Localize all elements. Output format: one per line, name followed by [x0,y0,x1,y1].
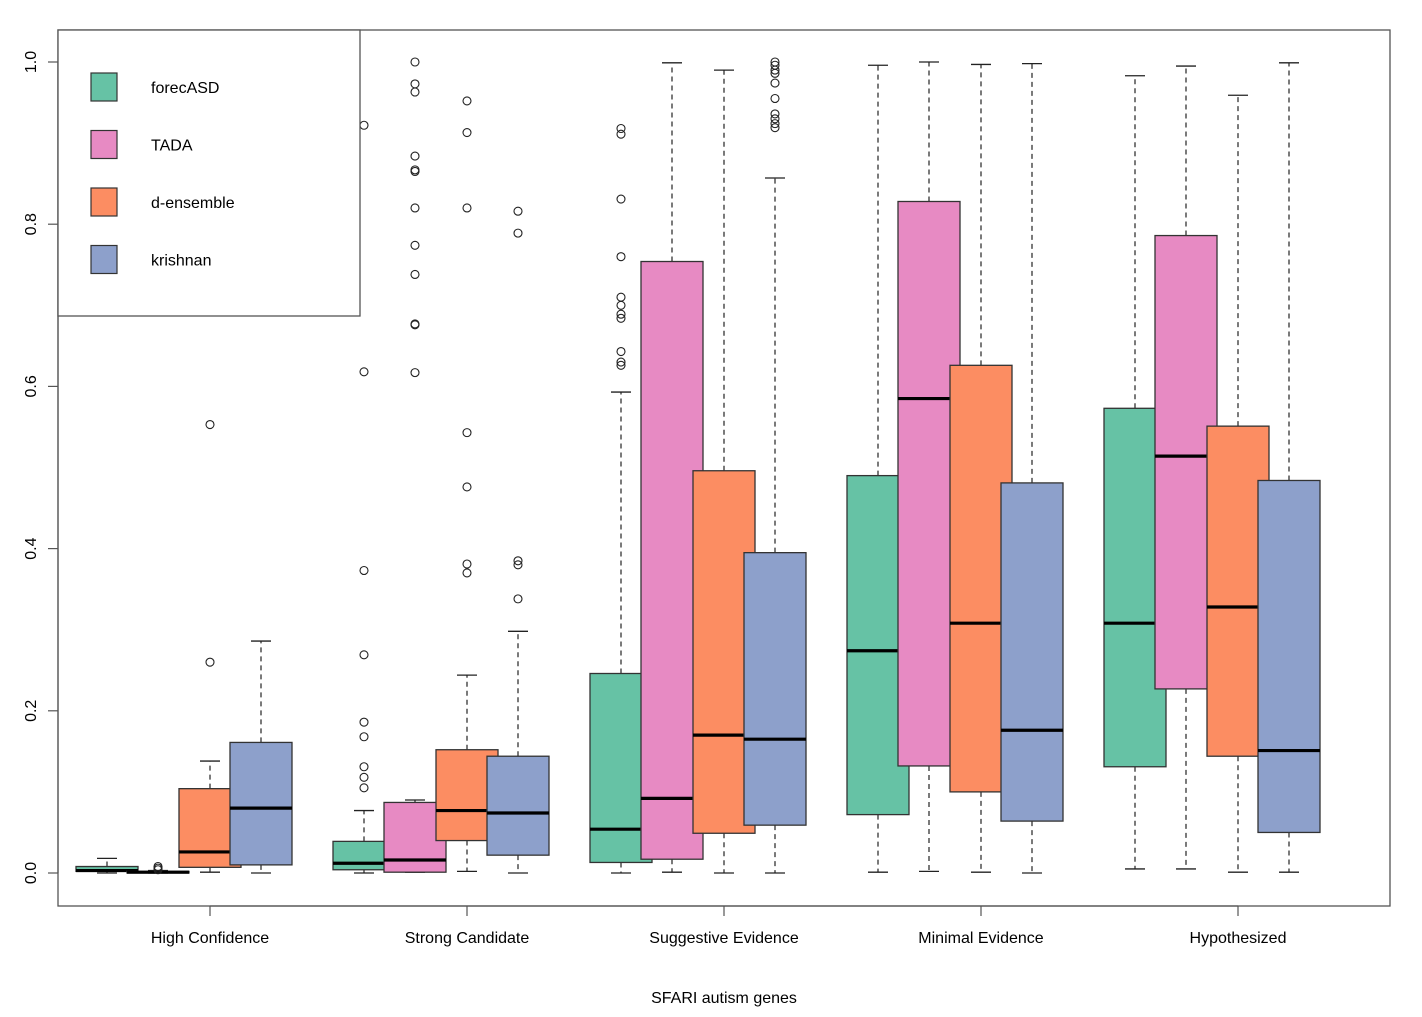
legend-swatch [90,187,118,217]
outlier-point [616,313,626,323]
outlier-point [410,151,420,161]
box-krishnan-strong-candidate [486,206,550,874]
outlier-point [616,309,626,319]
box-krishnan-high-confidence [229,640,293,874]
outlier-point [616,346,626,357]
x-tick-label: Strong Candidate [405,930,530,947]
outlier-point [359,650,369,660]
x-tick-label: Suggestive Evidence [649,930,799,947]
x-axis: High Confidence Strong Candidate Suggestiv… [151,905,1287,947]
outlier-point [410,368,420,378]
legend-swatch [90,244,118,275]
outlier-point [770,78,780,88]
outlier-point [410,240,420,250]
outlier-point [359,717,369,727]
box-d-ensemble-strong-candidate [435,96,499,873]
legend-label: forecASD [151,80,219,97]
outlier-point [205,657,215,667]
outlier-point [359,120,369,130]
outlier-point [410,203,420,213]
outlier-point [513,560,523,570]
outlier-point [462,128,472,138]
outlier-point [462,559,472,569]
outlier-point [359,783,369,793]
box-iqr [1257,479,1321,834]
outlier-point [770,60,780,70]
x-axis-label: SFARI autism genes [651,990,797,1007]
x-tick-label: Hypothesized [1190,930,1287,947]
x-tick-label: Minimal Evidence [918,930,1043,947]
boxes-layer [75,57,1321,875]
box-forecASD-high-confidence [75,857,139,874]
box-krishnan-minimal-evidence [1000,62,1064,874]
box-iqr [743,552,807,826]
box-krishnan-hypothesized [1257,62,1321,873]
y-tick-label: 0.4 [23,537,40,559]
outlier-point [359,732,369,742]
legend-swatch [90,129,118,160]
outlier-point [513,556,523,566]
outlier-point [616,252,626,262]
outlier-point [513,228,523,238]
outlier-point [616,129,626,139]
y-tick-label: 0.2 [23,700,40,722]
outlier-point [205,419,215,430]
outlier-point [410,57,420,67]
y-tick-label: 0.8 [23,213,40,235]
outlier-point [410,87,420,97]
y-tick-label: 1.0 [23,51,40,73]
outlier-point [770,114,780,124]
outlier-point [513,206,523,216]
outlier-point [359,565,369,576]
outlier-point [616,360,626,370]
outlier-point [616,357,626,367]
outlier-point [770,123,780,133]
box-krishnan-suggestive-evidence [743,57,807,874]
outlier-point [770,109,780,119]
outlier-point [359,772,369,782]
outlier-point [616,300,626,310]
box-iqr [229,741,293,866]
box-iqr [1000,482,1064,822]
outlier-point [410,269,420,280]
y-tick-label: 0.0 [23,862,40,884]
outlier-point [770,93,780,104]
outlier-point [462,568,472,578]
legend-swatch [90,72,118,102]
outlier-point [462,96,472,106]
outlier-point [462,428,472,438]
outlier-point [153,861,163,872]
legend-label: d-ensemble [151,195,235,212]
legend: forecASD TADA d-ensemble krishnan [57,29,361,317]
outlier-point [410,319,420,329]
x-tick-label: High Confidence [151,930,269,947]
outlier-point [359,762,369,772]
outlier-point [462,482,472,492]
legend-label: TADA [151,138,193,155]
outlier-point [462,203,472,213]
outlier-point [410,165,420,175]
legend-label: krishnan [151,253,211,270]
box-TADA-high-confidence [126,861,190,875]
outlier-point [359,367,369,377]
y-axis: 0.0 0.2 0.4 0.6 0.8 1.0 [23,51,59,884]
outlier-point [616,123,626,134]
outlier-point [410,79,420,89]
outlier-point [770,119,780,129]
outlier-point [616,194,626,204]
outlier-point [513,594,523,604]
outlier-point [770,57,780,67]
box-iqr [486,755,550,856]
y-tick-label: 0.6 [23,375,40,397]
outlier-point [616,292,626,302]
